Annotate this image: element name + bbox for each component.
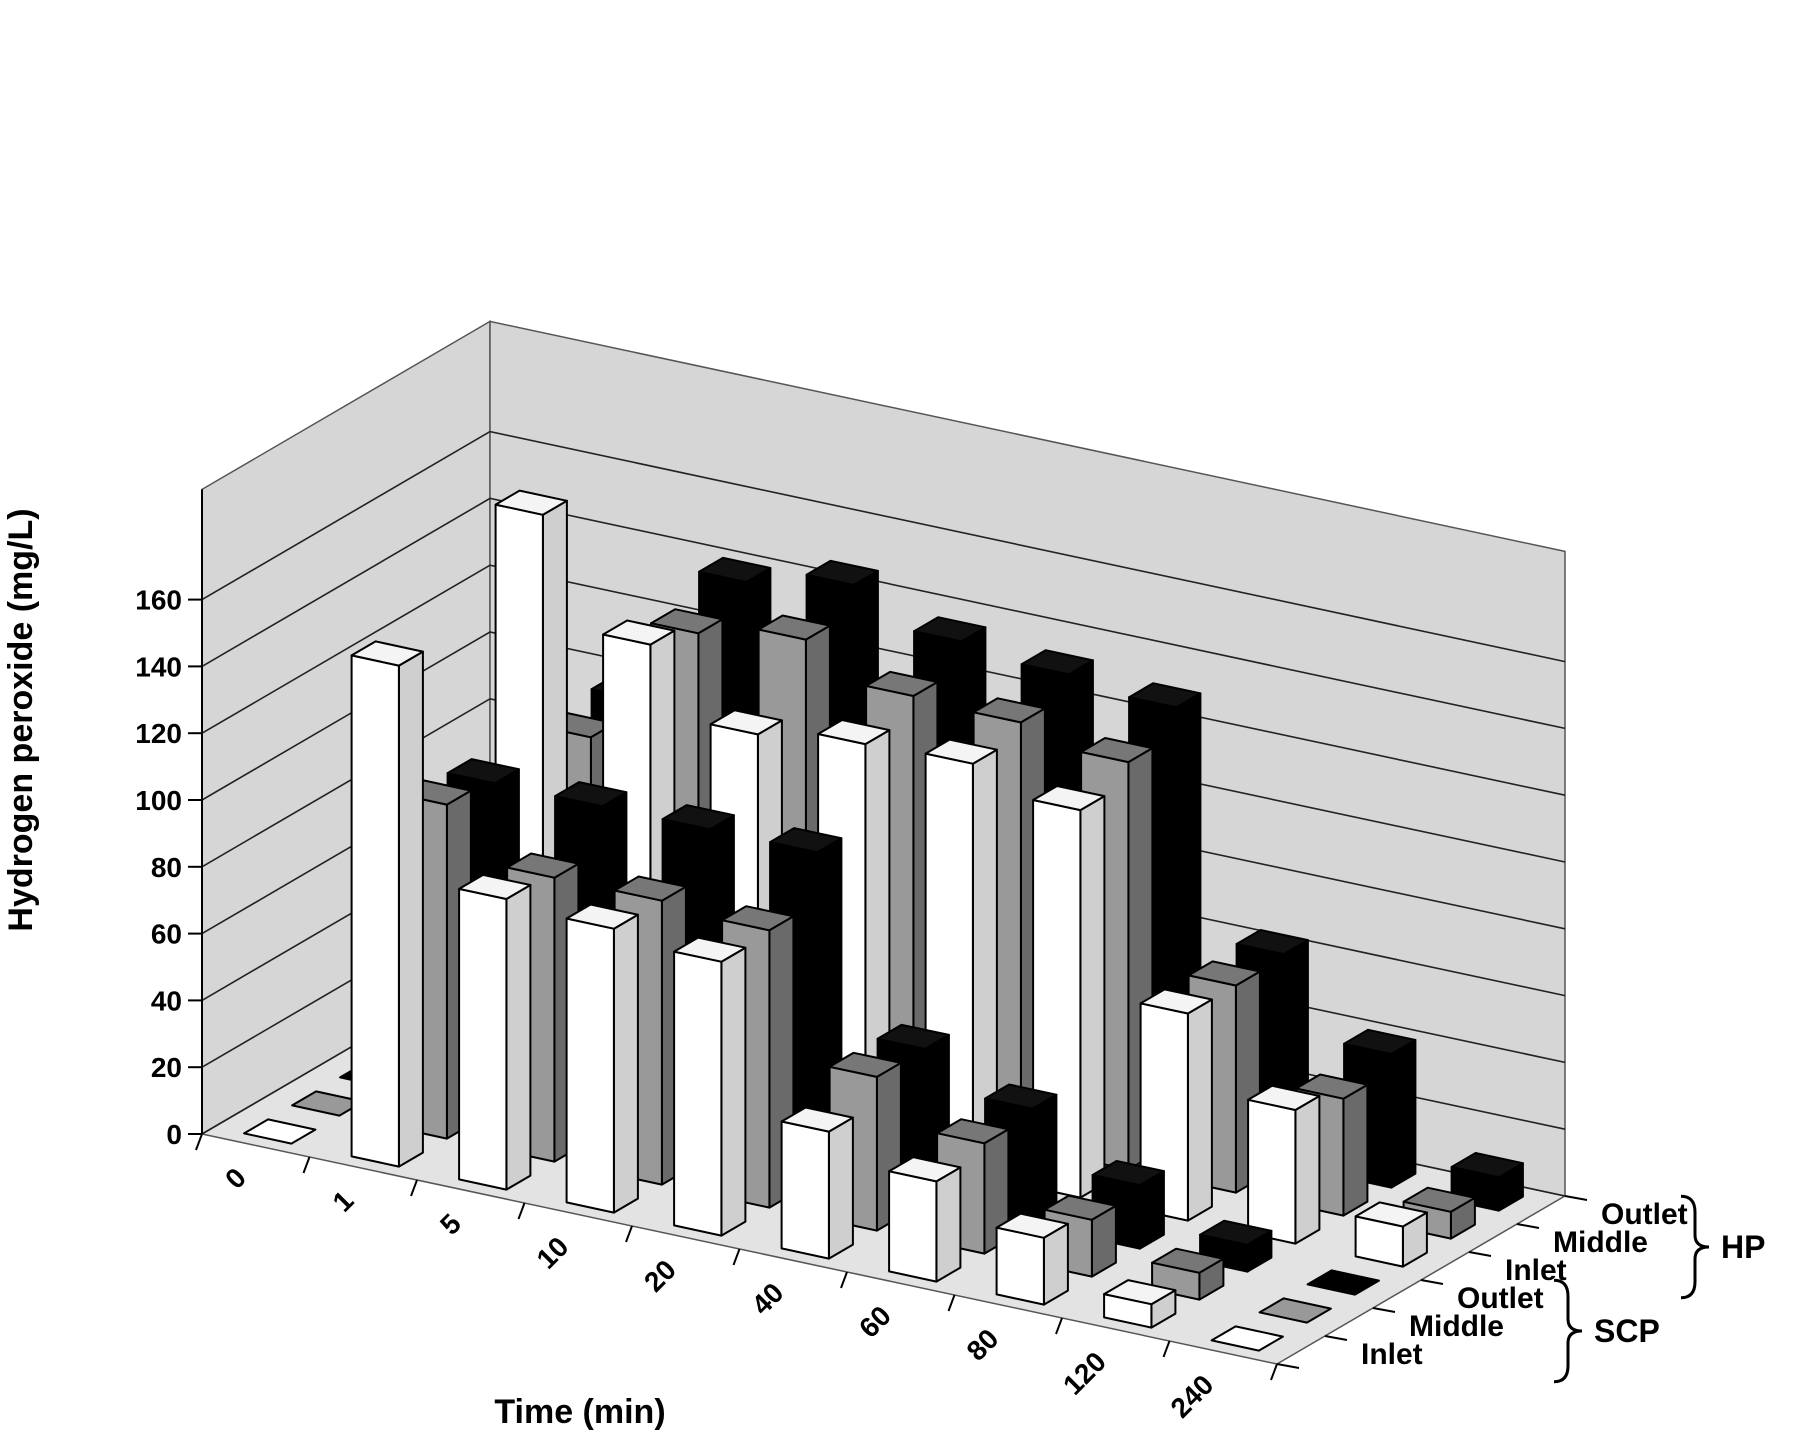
x-axis-title: Time (min) [494, 1393, 665, 1431]
y-tick-label: 0 [166, 1119, 182, 1150]
x-tick-label: 120 [1057, 1346, 1112, 1401]
depth-label-outlet: Outlet [1601, 1198, 1688, 1231]
x-tick-label: 5 [434, 1208, 467, 1241]
x-tick-label: 60 [853, 1300, 897, 1344]
x-tick-label: 20 [638, 1254, 682, 1298]
bar-scp-inlet-80 [995, 1212, 1069, 1306]
x-tick-mark [1270, 1363, 1278, 1381]
depth-tick-mark [1516, 1223, 1540, 1229]
depth-label-middle: Middle [1409, 1310, 1504, 1343]
x-tick-mark [840, 1271, 848, 1289]
x-tick-mark [947, 1294, 956, 1312]
depth-tick-mark [1276, 1363, 1300, 1369]
x-tick-mark [410, 1179, 418, 1197]
gridline [201, 564, 1566, 796]
bar-scp-inlet-120 [1103, 1279, 1177, 1329]
axes [188, 489, 1588, 1381]
bar-scp-inlet-240 [1210, 1325, 1284, 1352]
gridline [201, 697, 1566, 930]
y-axis-title: Hydrogen peroxide (mg/L) [2, 508, 40, 931]
x-tick-mark [1055, 1317, 1063, 1335]
bar-scp-outlet-240 [1306, 1269, 1380, 1296]
bar-scp-inlet-10 [565, 903, 639, 1214]
x-tick-mark [732, 1248, 741, 1266]
x-tick-mark [1162, 1340, 1171, 1358]
x-tick-mark [302, 1156, 311, 1174]
x-tick-mark [625, 1225, 633, 1243]
y-tick-label: 20 [151, 1052, 182, 1083]
depth-tick-mark [1372, 1307, 1396, 1313]
group-label-hp: HP [1721, 1229, 1765, 1265]
x-tick-label: 240 [1165, 1369, 1220, 1424]
group-brace-scp [1553, 1278, 1583, 1384]
y-tick-label: 80 [151, 852, 182, 883]
x-tick-label: 40 [746, 1277, 790, 1321]
bar-scp-middle-240 [1258, 1297, 1332, 1324]
x-tick-label: 1 [327, 1185, 360, 1218]
y-tick-label: 60 [151, 919, 182, 950]
x-tick-mark [195, 1133, 203, 1151]
gridline [201, 631, 1566, 863]
depth-label-middle: Middle [1553, 1226, 1648, 1259]
depth-label-inlet: Inlet [1361, 1338, 1423, 1371]
y-tick-label: 160 [135, 585, 182, 616]
depth-tick-mark [1468, 1251, 1492, 1257]
depth-label-outlet: Outlet [1457, 1282, 1544, 1315]
gridline [201, 430, 1566, 663]
y-tick-label: 40 [151, 985, 182, 1016]
depth-tick-mark [1564, 1195, 1588, 1201]
group-brace-hp [1680, 1194, 1710, 1300]
bar-scp-inlet-60 [888, 1156, 962, 1283]
depth-tick-mark [1324, 1335, 1348, 1341]
y-tick-label: 140 [135, 651, 182, 682]
bar-scp-inlet-20 [673, 936, 747, 1237]
gridline [201, 497, 1566, 730]
bar-scp-inlet-1 [350, 640, 424, 1168]
group-label-scp: SCP [1594, 1313, 1660, 1349]
y-tick-label: 120 [135, 718, 182, 749]
y-tick-label: 100 [135, 785, 182, 816]
bars [243, 489, 1524, 1352]
x-tick-label: 10 [531, 1231, 575, 1275]
bar-scp-inlet-0 [243, 1118, 317, 1145]
bar-hp-inlet-240 [1354, 1201, 1428, 1268]
bar-hp-inlet-120 [1247, 1084, 1321, 1245]
bar-scp-inlet-40 [780, 1106, 854, 1260]
x-tick-mark [517, 1202, 526, 1220]
bar-scp-inlet-5 [458, 873, 532, 1191]
bar-hp-inlet-80 [1139, 988, 1213, 1222]
depth-tick-mark [1420, 1279, 1444, 1285]
x-tick-label: 0 [219, 1162, 252, 1195]
x-tick-label: 80 [961, 1323, 1005, 1367]
